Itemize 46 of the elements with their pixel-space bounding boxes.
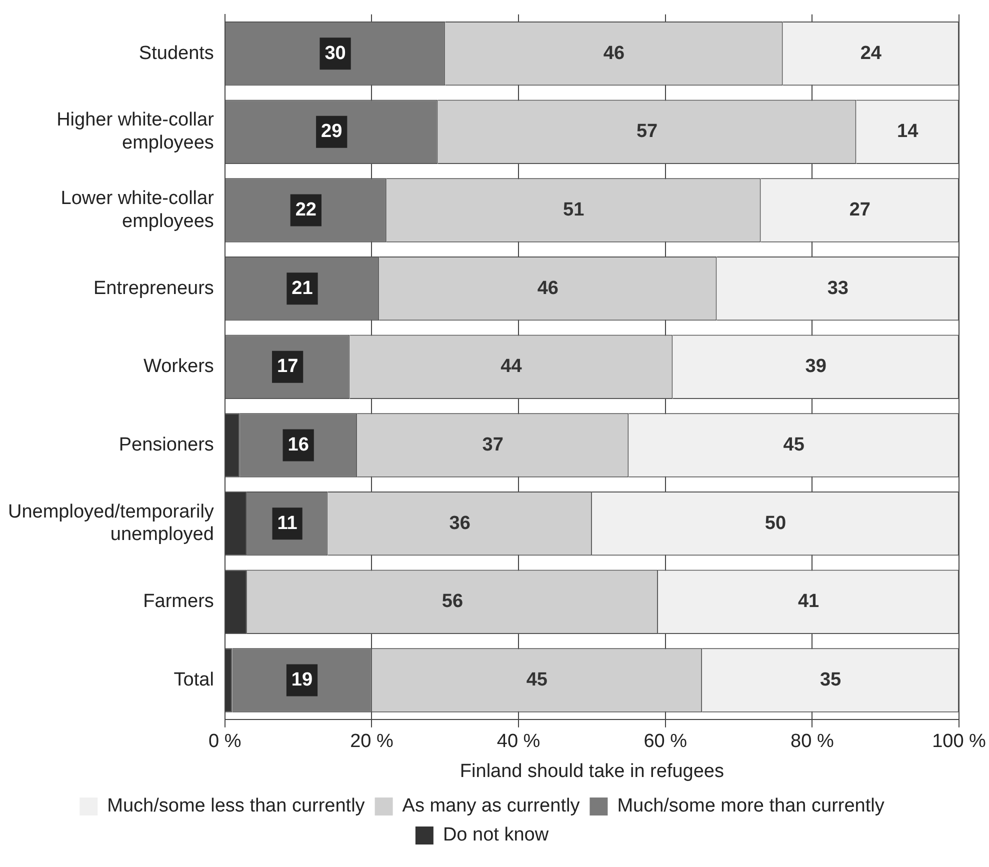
y-tick-label: Pensioners — [118, 434, 214, 456]
data-label: 46 — [603, 42, 625, 64]
y-tick-label: Lower white-collar employees — [60, 188, 215, 232]
y-tick-label: Students — [138, 42, 214, 64]
data-label: 41 — [798, 591, 820, 612]
data-label: 21 — [292, 278, 314, 299]
x-tick-label: 0 % — [208, 731, 242, 752]
data-label: 17 — [276, 356, 298, 378]
legend-label: Do not know — [442, 824, 549, 846]
y-tick-label: Entrepreneurs — [94, 278, 214, 299]
x-tick-label: 20 % — [350, 731, 394, 752]
x-tick-label: 100 % — [932, 731, 986, 752]
data-label: 44 — [500, 356, 522, 378]
legend-label: As many as currently — [402, 796, 580, 817]
legend-label: Much/some less than currently — [107, 796, 366, 817]
y-tick-label: Total — [174, 669, 214, 690]
y-tick-label: Unemployed/temporarily unemployed — [8, 501, 214, 546]
data-label: 57 — [636, 121, 658, 142]
x-tick-label: 60 % — [644, 731, 688, 752]
x-tick-label: 40 % — [496, 731, 540, 752]
data-label: 35 — [820, 669, 842, 690]
data-label: 14 — [897, 121, 919, 142]
data-label: 36 — [449, 512, 470, 534]
data-label: 37 — [482, 434, 504, 456]
y-tick-label: Workers — [144, 356, 214, 378]
data-label: 29 — [321, 121, 342, 142]
data-label: 45 — [526, 669, 548, 690]
y-tick-label: Higher white-collar employees — [56, 110, 215, 154]
x-axis-title: Finland should take in refugees — [460, 760, 724, 782]
data-label: 46 — [537, 278, 558, 299]
data-label: 16 — [288, 434, 309, 456]
y-tick-label: Farmers — [143, 591, 214, 612]
data-label: 50 — [764, 512, 786, 534]
data-label: 30 — [324, 42, 346, 64]
data-label: 45 — [783, 434, 805, 456]
data-label: 39 — [805, 356, 826, 378]
data-label: 24 — [860, 42, 882, 64]
legend-label: Much/some more than currently — [617, 796, 885, 817]
data-label: 33 — [827, 278, 848, 299]
data-label: 22 — [295, 199, 316, 220]
data-label: 11 — [277, 512, 298, 534]
data-label: 56 — [442, 591, 464, 612]
data-label: 27 — [849, 199, 870, 220]
data-label: 51 — [563, 199, 585, 220]
data-label: 19 — [291, 669, 313, 690]
x-tick-label: 80 % — [790, 731, 834, 752]
